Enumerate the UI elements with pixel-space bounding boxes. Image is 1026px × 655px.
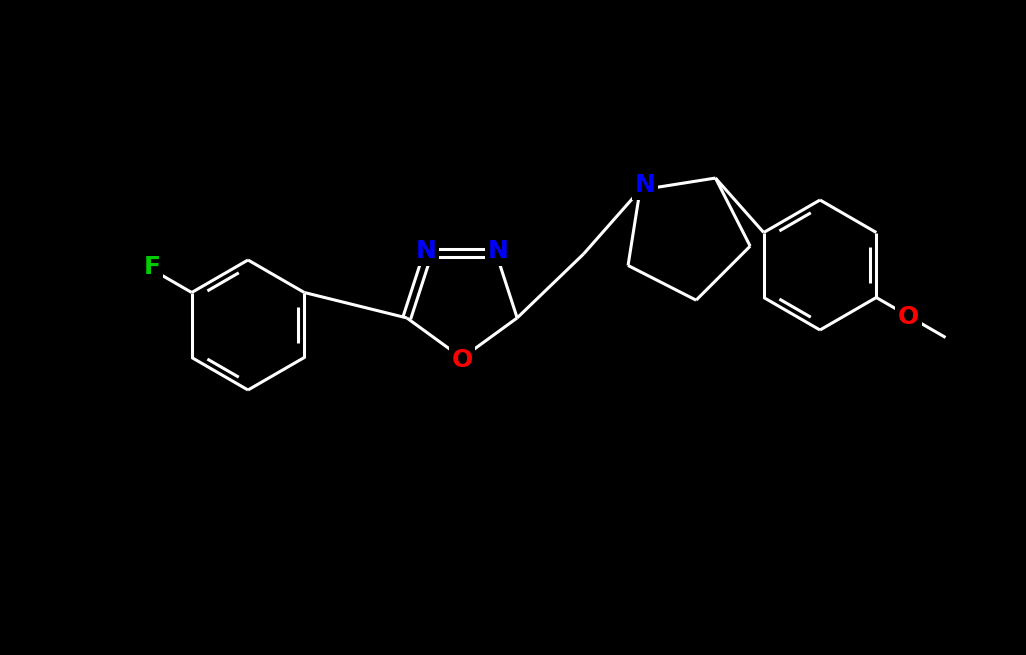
Text: O: O [451,348,473,372]
Text: F: F [144,255,160,280]
Text: O: O [898,305,919,329]
Text: N: N [416,239,436,263]
Text: N: N [487,239,509,263]
Text: N: N [634,173,656,197]
